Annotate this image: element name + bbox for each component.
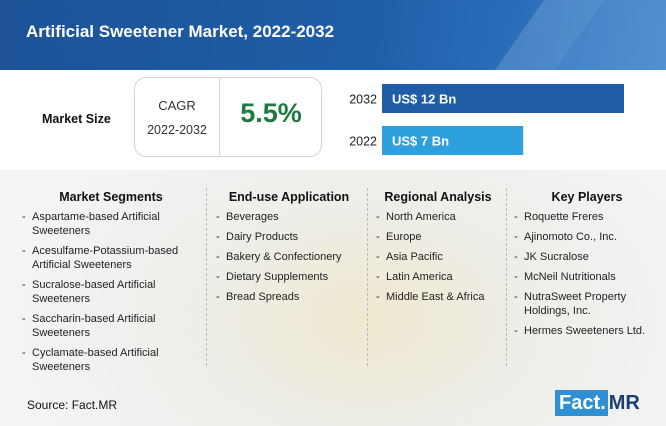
- market-size-label: Market Size: [42, 112, 111, 126]
- cagr-period: 2022-2032: [147, 123, 207, 137]
- list-item: Europe: [376, 230, 500, 244]
- bar-category-label: 2022: [349, 135, 377, 149]
- column-heading: Market Segments: [59, 190, 163, 204]
- source-note: Source: Fact.MR: [27, 398, 118, 412]
- bar-chart-svg: 2032 US$ 12 Bn 2022 US$ 7 Bn: [349, 84, 624, 155]
- header-banner: Artificial Sweetener Market, 2022-2032: [0, 0, 666, 70]
- list-item: Aspartame-based Artificial Sweeteners: [22, 210, 200, 238]
- list-item: Sucralose-based Artificial Sweeteners: [22, 278, 200, 306]
- list-item: Middle East & Africa: [376, 290, 500, 304]
- column-list: Aspartame-based Artificial Sweeteners Ac…: [22, 210, 200, 374]
- column-heading: Key Players: [551, 190, 623, 204]
- list-item: Dairy Products: [216, 230, 362, 244]
- logo-mr: MR: [608, 392, 640, 414]
- column-market-segments: Market Segments Aspartame-based Artifici…: [22, 176, 200, 376]
- bar-category-label: 2032: [349, 93, 377, 107]
- list-item: Ajinomoto Co., Inc.: [514, 230, 660, 244]
- logo-fact: Fact.: [555, 390, 608, 416]
- column-divider: [506, 188, 507, 366]
- list-item: Beverages: [216, 210, 362, 224]
- list-item: Asia Pacific: [376, 250, 500, 264]
- cagr-divider: [219, 78, 220, 156]
- list-item: NutraSweet Property Holdings, Inc.: [514, 290, 660, 318]
- column-list: Roquette Freres Ajinomoto Co., Inc. JK S…: [514, 210, 660, 338]
- cagr-box: CAGR 2022-2032 5.5%: [134, 77, 322, 157]
- list-item: Latin America: [376, 270, 500, 284]
- segments-table: Market Segments Aspartame-based Artifici…: [0, 176, 666, 376]
- list-item: Roquette Freres: [514, 210, 660, 224]
- bar-2022: [382, 126, 524, 155]
- cagr-label: CAGR: [158, 98, 196, 113]
- list-item: North America: [376, 210, 500, 224]
- list-item: Dietary Supplements: [216, 270, 362, 284]
- column-regional-analysis: Regional Analysis North America Europe A…: [376, 176, 500, 376]
- list-item: Bakery & Confectionery: [216, 250, 362, 264]
- column-heading: Regional Analysis: [384, 190, 492, 204]
- list-item: Hermes Sweeteners Ltd.: [514, 324, 660, 338]
- column-heading: End-use Application: [228, 190, 350, 204]
- bar-2032: [382, 84, 624, 113]
- column-list: Beverages Dairy Products Bakery & Confec…: [216, 210, 362, 304]
- market-size-chart: 2032 US$ 12 Bn 2022 US$ 7 Bn: [340, 78, 650, 168]
- column-key-players: Key Players Roquette Freres Ajinomoto Co…: [514, 176, 660, 376]
- page-title: Artificial Sweetener Market, 2022-2032: [26, 22, 335, 41]
- list-item: Acesulfame-Potassium-based Artificial Sw…: [22, 244, 200, 272]
- list-item: JK Sucralose: [514, 250, 660, 264]
- bar-value-label: US$ 7 Bn: [392, 134, 449, 149]
- header-decoration: [473, 0, 666, 70]
- column-list: North America Europe Asia Pacific Latin …: [376, 210, 500, 304]
- list-item: Cyclamate-based Artificial Sweeteners: [22, 346, 200, 374]
- bar-value-label: US$ 12 Bn: [392, 92, 456, 107]
- list-item: Saccharin-based Artificial Sweeteners: [22, 312, 200, 340]
- cagr-value: 5.5%: [240, 98, 302, 128]
- column-end-use-application: End-use Application Beverages Dairy Prod…: [216, 176, 362, 376]
- factmr-logo: Fact. MR: [555, 390, 640, 416]
- column-divider: [367, 188, 368, 366]
- list-item: McNeil Nutritionals: [514, 270, 660, 284]
- list-item: Bread Spreads: [216, 290, 362, 304]
- column-divider: [206, 188, 207, 366]
